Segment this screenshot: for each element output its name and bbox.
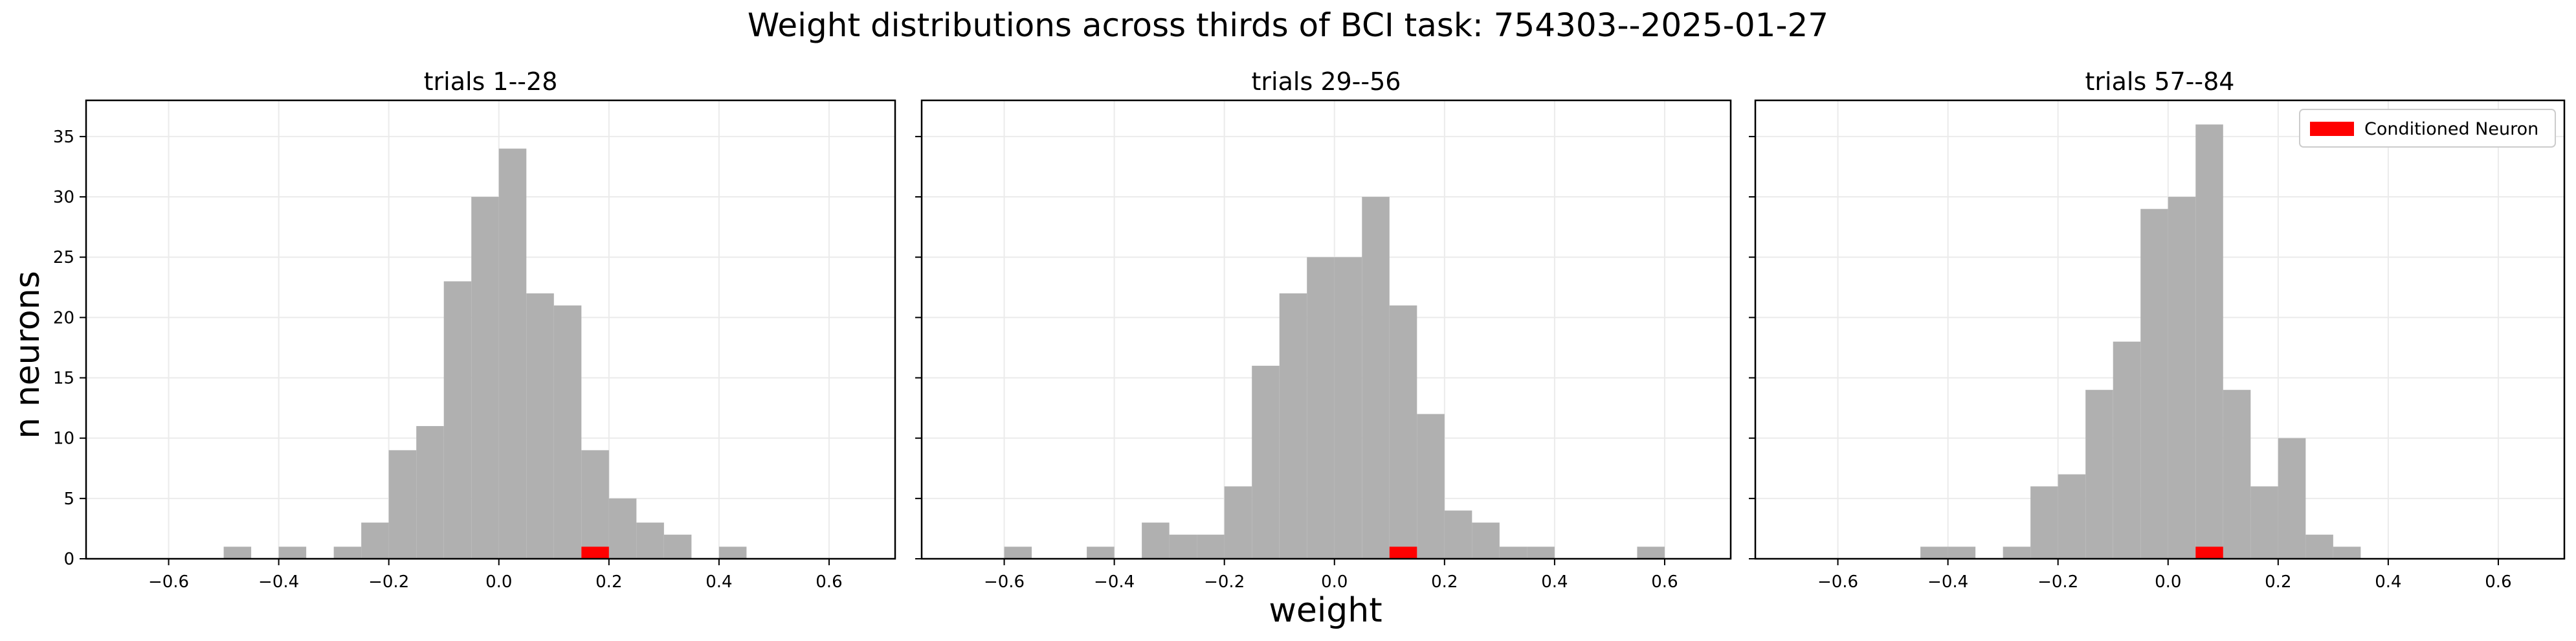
histogram-bar [608,498,637,559]
x-tick-label: 0.0 [1321,572,1348,592]
x-tick-label: −0.4 [1927,572,1968,592]
histogram-bar [1169,534,1197,559]
panel-title: trials 57--84 [2085,67,2235,96]
x-tick-label: 0.4 [2375,572,2401,592]
histogram-bar [1142,523,1170,559]
legend-label: Conditioned Neuron [2364,119,2538,139]
histogram-bar [2195,124,2223,559]
histogram-bar [1087,546,1115,559]
histogram-bar [1224,486,1252,559]
conditioned-neuron-bar [2195,546,2223,559]
histogram-bar [1197,534,1225,559]
axes-frame [1754,99,2566,560]
legend-box [2299,109,2556,148]
histogram-bar [333,546,362,559]
x-tick-label: 0.0 [485,572,512,592]
histogram-bar [498,148,527,559]
histogram-bar [663,534,692,559]
histogram-bar [2085,390,2113,559]
histogram-bar [1004,546,1032,559]
panel-title: trials 29--56 [1252,67,1401,96]
histogram-panel-3: trials 57--84 −0.6 −0.4 −0.2 0.0 0.2 0.4 0.6 Con… [1749,67,2566,592]
x-tick-label: 0.4 [1541,572,1568,592]
histogram-bar [636,523,664,559]
histogram-bar [2140,208,2168,559]
x-tick-label: −0.6 [1817,572,1858,592]
histogram-bar [1527,546,1555,559]
x-tick-label: −0.6 [148,572,189,592]
histogram-bar [2278,438,2306,559]
x-tick-label: −0.4 [1094,572,1135,592]
y-tick-label: 15 [53,369,74,388]
y-tick-label: 0 [63,550,74,569]
panels: trials 1--28 −0.6 −0.4 −0.2 0.0 0.2 0.4 0.6 0 5 10… [53,67,2566,592]
y-tick-label: 30 [53,188,74,207]
histogram-bar [1362,197,1390,559]
conditioned-neuron-bar [1389,546,1417,559]
histogram-bar [388,450,417,559]
y-tick-label: 35 [53,128,74,147]
x-tick-label: −0.2 [368,572,409,592]
histogram-bar [1279,293,1307,559]
y-tick-label: 10 [53,429,74,449]
x-axis-label: weight [1269,591,1382,630]
histogram-bar [361,523,389,559]
histogram-bar [2168,197,2196,559]
figure-title: Weight distributions across thirds of BC… [748,6,1828,44]
histogram-bar [471,197,499,559]
axes-frame [920,99,1732,560]
histogram-bar [278,546,307,559]
histogram-bar [1948,546,1976,559]
histogram-bar [553,305,582,559]
histogram-bar [2113,341,2141,559]
y-tick-label: 25 [53,248,74,267]
histogram-bar [2223,390,2251,559]
histogram-bar [1417,414,1445,559]
histogram-bar [223,546,252,559]
x-tick-label: 0.6 [1651,572,1678,592]
x-tick-label: −0.4 [258,572,299,592]
histogram-bar [1499,546,1527,559]
histogram-bar [443,281,472,559]
histogram-bar [526,293,554,559]
x-tick-label: 0.4 [705,572,732,592]
histogram-bar [1307,257,1335,559]
x-tick-label: −0.6 [984,572,1025,592]
histogram-bar [2003,546,2031,559]
legend: Conditioned Neuron [2299,109,2556,148]
histogram-bar [2305,534,2333,559]
histogram-panel-1: trials 1--28 −0.6 −0.4 −0.2 0.0 0.2 0.4 0.6 0 5 10… [53,67,896,592]
panel-title: trials 1--28 [424,67,558,96]
histogram-bar [1334,257,1362,559]
x-tick-label: −0.2 [2037,572,2078,592]
conditioned-neuron-bar [581,546,609,559]
x-tick-label: 0.2 [2265,572,2291,592]
axes-frame [85,99,896,560]
y-tick-label: 20 [53,308,74,328]
legend-swatch [2310,122,2354,136]
histogram-bar [718,546,747,559]
histogram-bar [1637,546,1665,559]
histogram-bar [2333,546,2361,559]
histogram-bar [2250,486,2278,559]
x-tick-label: −0.2 [1204,572,1245,592]
x-tick-label: 0.2 [595,572,622,592]
histogram-bar [581,450,609,559]
histogram-panel-2: trials 29--56 −0.6 −0.4 −0.2 0.0 0.2 0.4 0.6 [915,67,1732,592]
x-tick-label: 0.2 [1431,572,1458,592]
histogram-bar [416,426,444,559]
histogram-bar [1252,365,1280,559]
y-tick-label: 5 [63,489,74,509]
x-tick-label: 0.6 [2485,572,2511,592]
x-tick-label: 0.6 [816,572,842,592]
histogram-bar [1472,523,1500,559]
y-axis-label: n neurons [8,271,47,439]
histogram-bar [1389,305,1417,559]
histogram-bar [2030,486,2058,559]
histogram-bar [2058,474,2086,559]
x-tick-label: 0.0 [2155,572,2181,592]
histogram-bar [1444,510,1472,559]
histogram-bar [1920,546,1948,559]
